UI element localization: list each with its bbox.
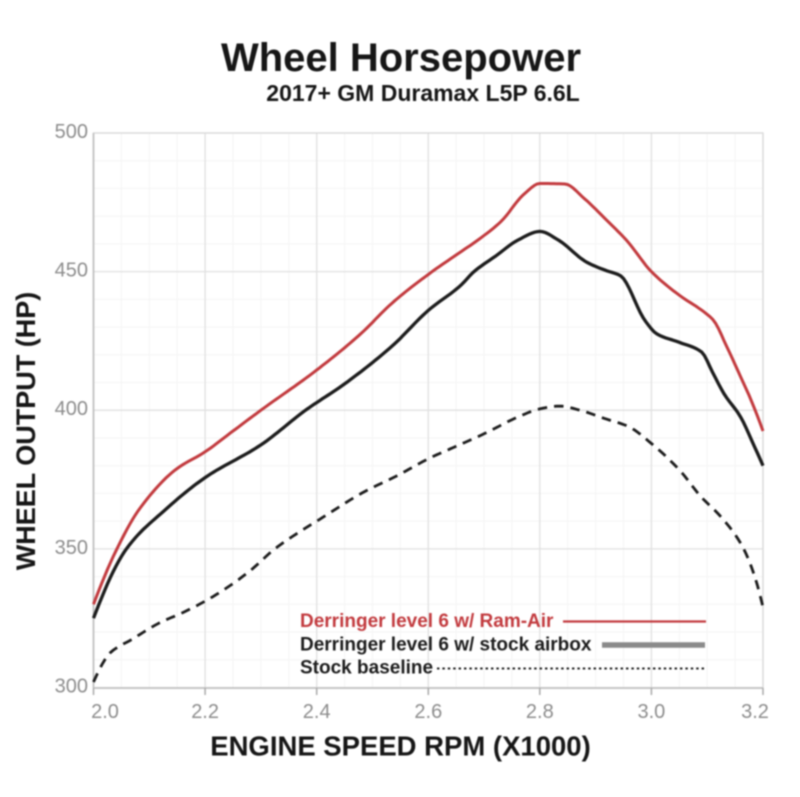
svg-text:400: 400 xyxy=(55,398,88,420)
svg-text:3.2: 3.2 xyxy=(741,701,769,723)
svg-text:Wheel Horsepower: Wheel Horsepower xyxy=(221,36,581,80)
svg-text:Derringer level 6 w/ stock air: Derringer level 6 w/ stock airbox xyxy=(300,635,592,656)
svg-text:2017+ GM Duramax L5P 6.6L: 2017+ GM Duramax L5P 6.6L xyxy=(266,80,579,106)
svg-text:3.0: 3.0 xyxy=(637,701,665,723)
svg-text:ENGINE SPEED RPM (X1000): ENGINE SPEED RPM (X1000) xyxy=(210,731,591,762)
svg-text:2.2: 2.2 xyxy=(191,701,219,723)
svg-text:500: 500 xyxy=(55,121,88,143)
svg-text:350: 350 xyxy=(55,537,88,559)
svg-text:2.0: 2.0 xyxy=(91,701,119,723)
svg-text:300: 300 xyxy=(55,676,88,698)
svg-text:WHEEL OUTPUT (HP): WHEEL OUTPUT (HP) xyxy=(11,292,41,571)
svg-text:Derringer level 6 w/ Ram-Air: Derringer level 6 w/ Ram-Air xyxy=(300,611,554,632)
svg-text:2.8: 2.8 xyxy=(526,701,554,723)
svg-text:Stock baseline: Stock baseline xyxy=(300,658,433,679)
svg-text:450: 450 xyxy=(55,260,88,282)
svg-text:2.4: 2.4 xyxy=(303,701,331,723)
svg-text:2.6: 2.6 xyxy=(414,701,442,723)
